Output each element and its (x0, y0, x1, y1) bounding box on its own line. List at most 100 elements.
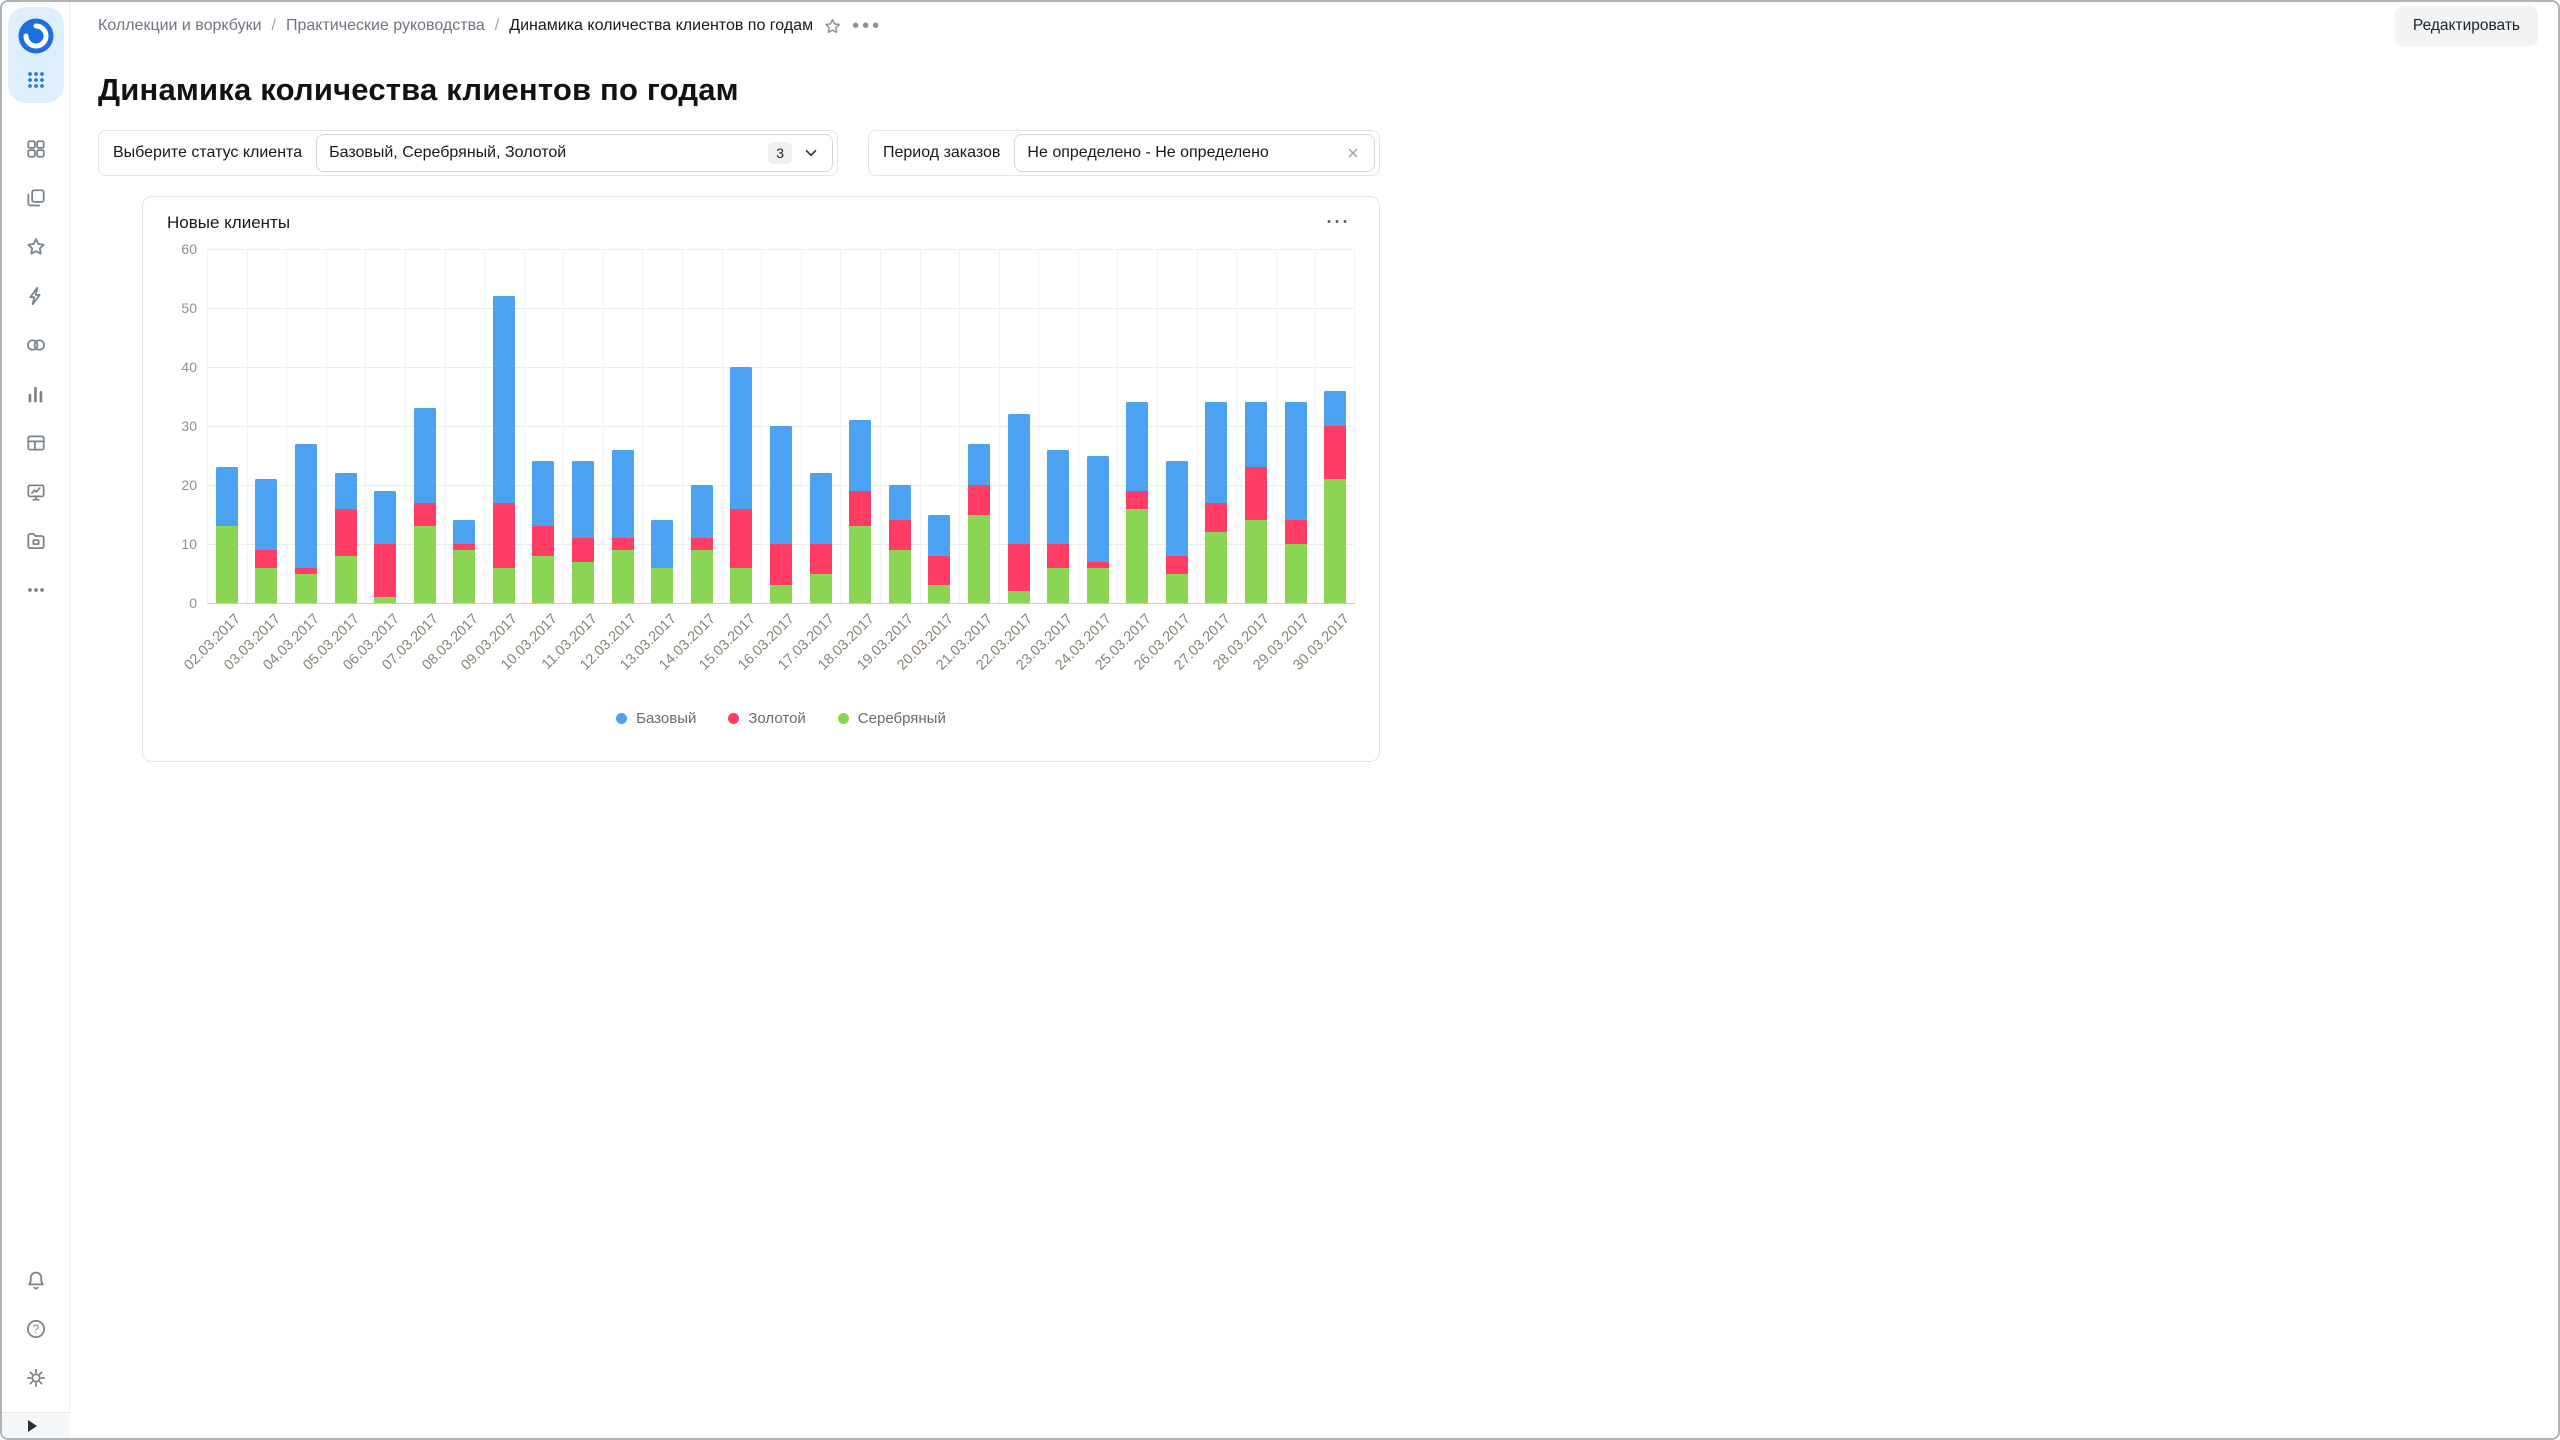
bar-segment-Серебряный[interactable] (849, 526, 872, 603)
bar-segment-Золотой[interactable] (809, 544, 832, 574)
bar-segment-Серебряный[interactable] (967, 514, 990, 603)
bar-segment-Серебряный[interactable] (1086, 567, 1109, 603)
bar-segment-Золотой[interactable] (1126, 490, 1149, 509)
bar-05.03.2017[interactable] (334, 473, 357, 603)
help-icon[interactable]: ? (16, 1309, 56, 1349)
sidebar-item-connections[interactable] (16, 276, 56, 316)
bar-12.03.2017[interactable] (611, 449, 634, 603)
bar-segment-Золотой[interactable] (967, 485, 990, 515)
sidebar-item-tables[interactable] (16, 423, 56, 463)
bar-segment-Золотой[interactable] (849, 490, 872, 527)
bar-segment-Базовый[interactable] (928, 514, 951, 556)
sidebar-item-charts[interactable] (16, 374, 56, 414)
bar-27.03.2017[interactable] (1205, 402, 1228, 603)
sidebar-item-storage[interactable] (16, 521, 56, 561)
bar-segment-Базовый[interactable] (413, 408, 436, 503)
sidebar-item-favorites[interactable] (16, 227, 56, 267)
bar-segment-Серебряный[interactable] (1205, 532, 1228, 603)
bar-06.03.2017[interactable] (374, 490, 397, 603)
bar-02.03.2017[interactable] (215, 467, 238, 603)
bar-segment-Золотой[interactable] (294, 567, 317, 574)
bar-segment-Серебряный[interactable] (492, 567, 515, 603)
legend-item-Золотой[interactable]: Золотой (728, 710, 806, 727)
breadcrumb-more-icon[interactable]: ••• (846, 16, 888, 36)
bar-segment-Базовый[interactable] (1126, 402, 1149, 491)
bar-26.03.2017[interactable] (1165, 461, 1188, 603)
bar-segment-Золотой[interactable] (1165, 555, 1188, 574)
bar-segment-Серебряный[interactable] (532, 555, 555, 603)
bar-segment-Золотой[interactable] (453, 544, 476, 550)
bar-21.03.2017[interactable] (967, 443, 990, 603)
favorite-star-icon[interactable] (819, 13, 846, 40)
bar-17.03.2017[interactable] (809, 473, 832, 603)
bar-18.03.2017[interactable] (849, 420, 872, 603)
bar-segment-Золотой[interactable] (888, 520, 911, 550)
bar-28.03.2017[interactable] (1245, 402, 1268, 603)
bar-segment-Золотой[interactable] (1047, 544, 1070, 568)
bar-16.03.2017[interactable] (770, 426, 792, 603)
bar-segment-Базовый[interactable] (1284, 402, 1307, 521)
bar-13.03.2017[interactable] (651, 520, 674, 603)
bar-segment-Базовый[interactable] (294, 443, 317, 568)
bar-03.03.2017[interactable] (255, 479, 278, 603)
bar-segment-Базовый[interactable] (849, 420, 872, 491)
bar-segment-Золотой[interactable] (374, 544, 397, 598)
chevron-down-icon[interactable] (802, 144, 820, 162)
bar-segment-Серебряный[interactable] (611, 549, 634, 603)
bar-segment-Базовый[interactable] (1047, 449, 1070, 545)
bar-30.03.2017[interactable] (1324, 390, 1347, 603)
bar-segment-Золотой[interactable] (1284, 520, 1307, 544)
bar-segment-Серебряный[interactable] (928, 585, 951, 603)
bar-segment-Золотой[interactable] (690, 538, 713, 550)
bar-segment-Базовый[interactable] (1245, 402, 1268, 468)
bar-segment-Базовый[interactable] (215, 467, 238, 527)
bar-segment-Серебряный[interactable] (888, 549, 911, 603)
sidebar-expand-toggle[interactable] (2, 1412, 70, 1438)
bar-segment-Золотой[interactable] (413, 502, 436, 527)
bar-segment-Золотой[interactable] (730, 508, 753, 568)
bar-segment-Серебряный[interactable] (374, 597, 397, 603)
bar-segment-Серебряный[interactable] (690, 549, 713, 603)
bar-segment-Серебряный[interactable] (1047, 567, 1070, 603)
bar-segment-Золотой[interactable] (1007, 544, 1030, 592)
sidebar-item-datasets[interactable] (16, 325, 56, 365)
bar-segment-Базовый[interactable] (572, 461, 595, 539)
bar-segment-Серебряный[interactable] (334, 555, 357, 603)
chart-menu-icon[interactable]: ⋯ (1319, 210, 1355, 234)
bar-segment-Золотой[interactable] (572, 538, 595, 562)
bar-segment-Базовый[interactable] (809, 473, 832, 544)
bar-segment-Базовый[interactable] (374, 490, 397, 545)
apps-grid-icon[interactable] (25, 69, 47, 91)
bar-segment-Базовый[interactable] (1086, 455, 1109, 562)
bar-segment-Серебряный[interactable] (413, 526, 436, 603)
bar-segment-Базовый[interactable] (888, 485, 911, 521)
sidebar-item-collections[interactable] (16, 129, 56, 169)
bar-segment-Серебряный[interactable] (294, 573, 317, 603)
bar-29.03.2017[interactable] (1284, 402, 1307, 603)
bar-segment-Серебряный[interactable] (453, 549, 476, 603)
bar-segment-Базовый[interactable] (1165, 461, 1188, 556)
bar-19.03.2017[interactable] (888, 485, 911, 603)
bar-segment-Золотой[interactable] (1086, 561, 1109, 568)
bar-segment-Серебряный[interactable] (1126, 508, 1149, 603)
bar-segment-Золотой[interactable] (1205, 502, 1228, 533)
bar-segment-Базовый[interactable] (1007, 414, 1030, 545)
bar-11.03.2017[interactable] (572, 461, 595, 603)
breadcrumb-collections[interactable]: Коллекции и воркбуки (98, 17, 262, 34)
bar-segment-Золотой[interactable] (532, 526, 555, 556)
bar-08.03.2017[interactable] (453, 520, 476, 603)
bar-segment-Золотой[interactable] (492, 502, 515, 568)
bar-segment-Базовый[interactable] (690, 485, 713, 539)
order-period-input[interactable]: Не определено - Не определено (1014, 134, 1375, 172)
breadcrumb-guides[interactable]: Практические руководства (285, 17, 485, 34)
legend-item-Базовый[interactable]: Базовый (616, 710, 696, 727)
bar-segment-Золотой[interactable] (1245, 467, 1268, 521)
client-status-select[interactable]: Базовый, Серебряный, Золотой 3 (316, 134, 833, 172)
bar-segment-Серебряный[interactable] (651, 567, 674, 603)
bar-segment-Базовый[interactable] (651, 520, 674, 568)
bar-segment-Базовый[interactable] (967, 443, 990, 485)
bar-segment-Серебряный[interactable] (1007, 591, 1030, 603)
bar-09.03.2017[interactable] (492, 296, 515, 603)
bar-segment-Базовый[interactable] (770, 426, 792, 545)
bar-25.03.2017[interactable] (1126, 402, 1149, 603)
